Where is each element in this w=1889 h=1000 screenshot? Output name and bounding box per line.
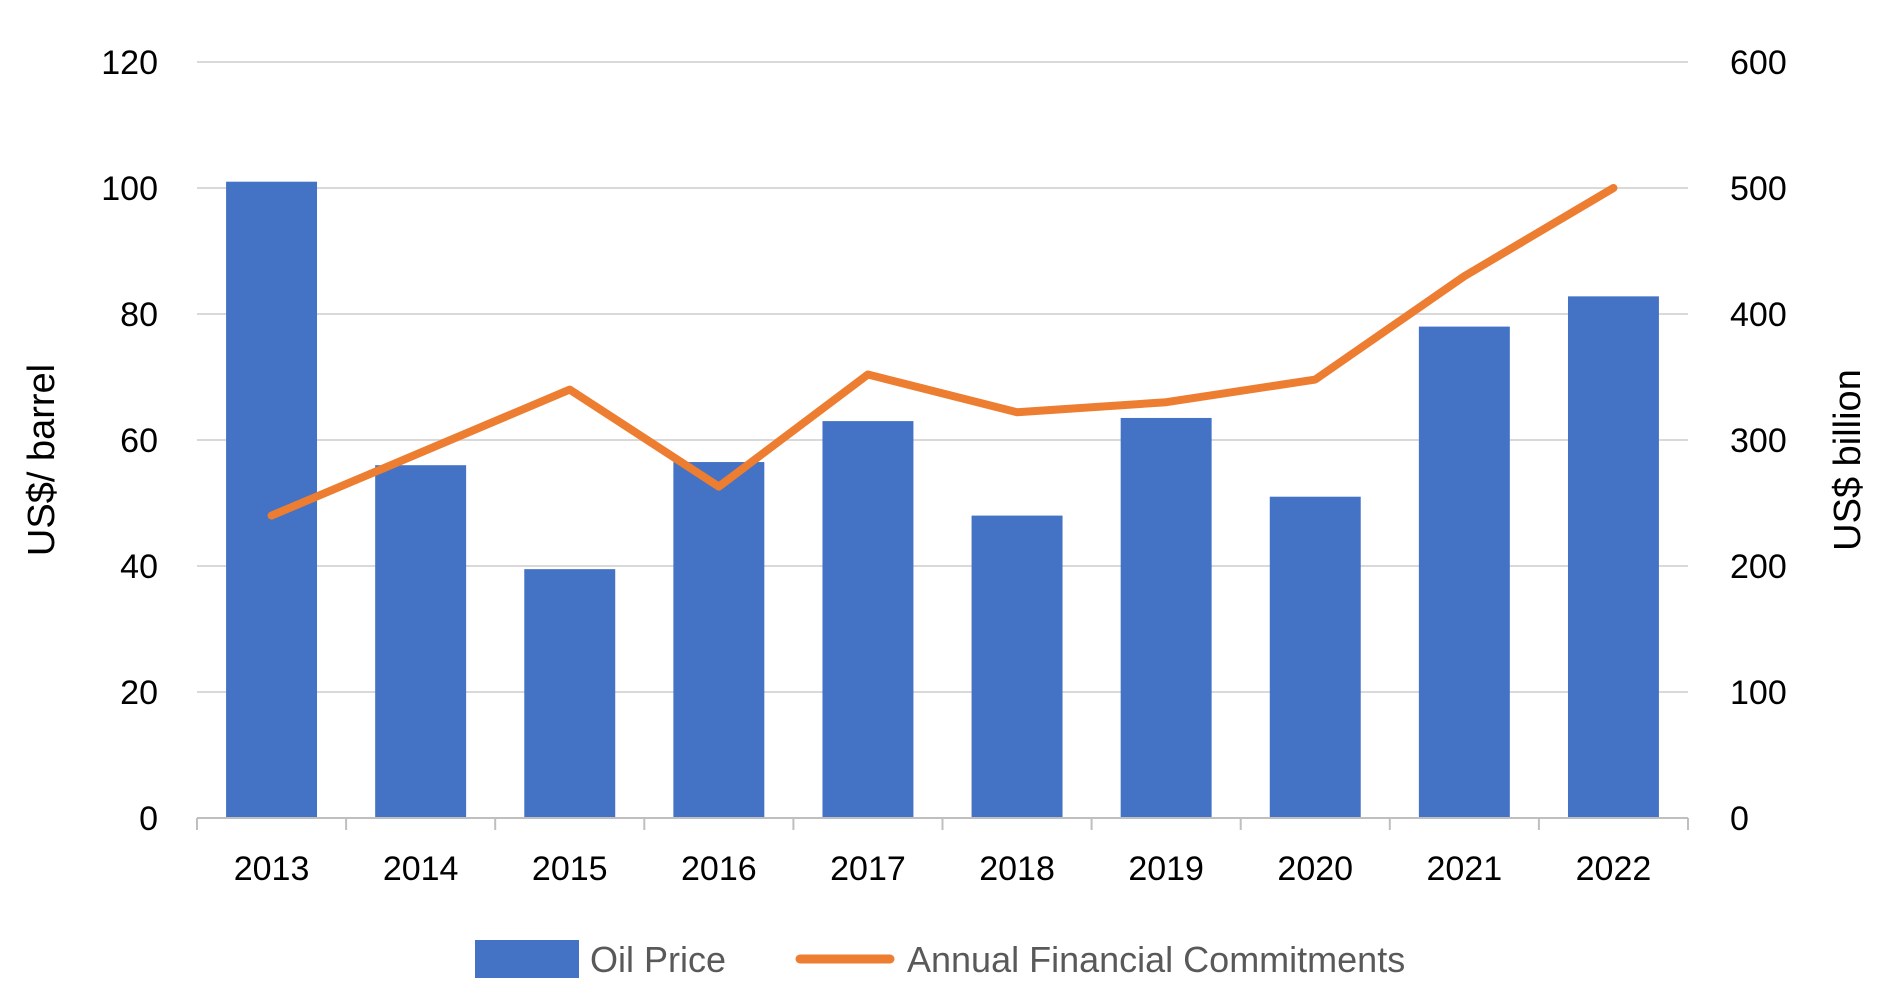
y-left-tick-label: 60: [120, 422, 158, 460]
bar-oil-price-2017: [822, 421, 914, 818]
x-tick-label: 2014: [383, 850, 459, 888]
y-right-tick-label: 400: [1730, 296, 1787, 334]
x-axis-ticks: 2013 2014 2015 2016 2017 2018 2019 2020 2021 2022: [196, 818, 1689, 888]
bar-oil-price-2014: [375, 465, 467, 818]
bar-oil-price-2019: [1120, 417, 1212, 818]
line-annual-financial-commitments: [267, 184, 1618, 520]
bar-oil-price-2016: [673, 462, 765, 818]
bar-oil-price-2020: [1269, 496, 1361, 818]
y-axis-left-ticks: 0 20 40 60 80 100 120: [101, 44, 158, 838]
y-left-tick-label: 80: [120, 296, 158, 334]
bar-oil-price-2018: [971, 515, 1063, 818]
bar-series-oil-price: [226, 181, 1659, 818]
y-right-tick-label: 500: [1730, 170, 1787, 208]
x-tick-label: 2019: [1128, 850, 1204, 888]
x-tick-label: 2022: [1576, 850, 1652, 888]
legend-label-annual-financial-commitments: Annual Financial Commitments: [907, 939, 1405, 980]
y-left-tick-label: 0: [139, 800, 158, 838]
y-axis-left-title: US$/ barrel: [21, 364, 63, 556]
legend-label-oil-price: Oil Price: [590, 939, 726, 980]
y-left-tick-label: 20: [120, 674, 158, 712]
x-tick-label: 2013: [234, 850, 310, 888]
x-tick-label: 2015: [532, 850, 608, 888]
bar-oil-price-2022: [1567, 296, 1659, 818]
bar-oil-price-2015: [524, 569, 616, 818]
y-axis-right-title: US$ billion: [1827, 369, 1869, 551]
x-tick-label: 2021: [1427, 850, 1503, 888]
x-tick-label: 2018: [979, 850, 1055, 888]
legend-swatch-oil-price: [475, 940, 579, 978]
y-left-tick-label: 120: [101, 44, 158, 82]
y-left-tick-label: 40: [120, 548, 158, 586]
x-tick-label: 2017: [830, 850, 906, 888]
y-right-tick-label: 100: [1730, 674, 1787, 712]
y-right-tick-label: 600: [1730, 44, 1787, 82]
legend: Oil Price Annual Financial Commitments: [475, 939, 1405, 980]
x-tick-label: 2020: [1277, 850, 1353, 888]
y-right-tick-label: 0: [1730, 800, 1749, 838]
y-left-tick-label: 100: [101, 170, 158, 208]
x-tick-label: 2016: [681, 850, 757, 888]
y-axis-right-ticks: 0 100 200 300 400 500 600: [1730, 44, 1787, 838]
line-series-annual-financial-commitments: [267, 184, 1618, 520]
y-right-tick-label: 300: [1730, 422, 1787, 460]
bar-oil-price-2021: [1418, 326, 1510, 818]
y-right-tick-label: 200: [1730, 548, 1787, 586]
